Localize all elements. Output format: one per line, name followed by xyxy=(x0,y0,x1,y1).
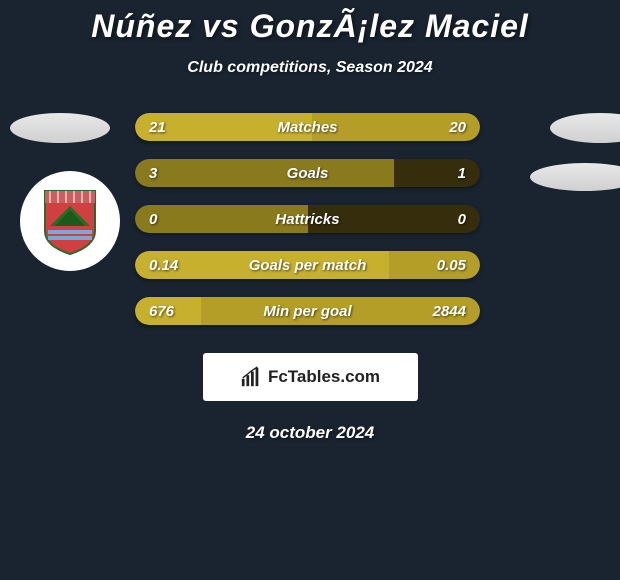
stat-bar-right-value: 1 xyxy=(458,159,466,187)
stat-bar: Min per goal676 2844 xyxy=(135,297,480,325)
stat-bar-label: Hattricks xyxy=(135,205,480,233)
stat-bar-left-value: 676 xyxy=(149,297,174,325)
stat-bar-left-value: 3 xyxy=(149,159,157,187)
bars-container: Matches21 20 Goals3 1 Hattricks0 0 Goals per m… xyxy=(135,113,480,343)
player-right-avatar-placeholder-2 xyxy=(530,163,620,191)
club-badge-left xyxy=(20,171,120,271)
stat-bar: Hattricks0 0 xyxy=(135,205,480,233)
shield-icon xyxy=(40,186,100,256)
comparison-chart: Matches21 20 Goals3 1 Hattricks0 0 Goals per m… xyxy=(0,113,620,353)
player-left-avatar-placeholder xyxy=(10,113,110,143)
stat-bar-label: Matches xyxy=(135,113,480,141)
player-right-avatar-placeholder-1 xyxy=(550,113,620,143)
stat-bar-label: Goals xyxy=(135,159,480,187)
page-subtitle: Club competitions, Season 2024 xyxy=(0,59,620,77)
stat-bar-left-value: 21 xyxy=(149,113,166,141)
stat-bar-right-value: 20 xyxy=(449,113,466,141)
stat-bar-left-value: 0 xyxy=(149,205,157,233)
date-label: 24 october 2024 xyxy=(0,423,620,443)
stat-bar: Goals per match0.14 0.05 xyxy=(135,251,480,279)
stat-bar-right-value: 0.05 xyxy=(437,251,466,279)
stat-bar-left-value: 0.14 xyxy=(149,251,178,279)
page-title: Núñez vs GonzÃ¡lez Maciel xyxy=(0,0,620,45)
stat-bar-label: Min per goal xyxy=(135,297,480,325)
chart-bars-icon xyxy=(240,366,262,388)
stat-bar-label: Goals per match xyxy=(135,251,480,279)
stat-bar-right-value: 0 xyxy=(458,205,466,233)
stat-bar: Goals3 1 xyxy=(135,159,480,187)
fctables-logo: FcTables.com xyxy=(203,353,418,401)
stat-bar-right-value: 2844 xyxy=(433,297,466,325)
stat-bar: Matches21 20 xyxy=(135,113,480,141)
fctables-logo-text: FcTables.com xyxy=(268,367,380,387)
